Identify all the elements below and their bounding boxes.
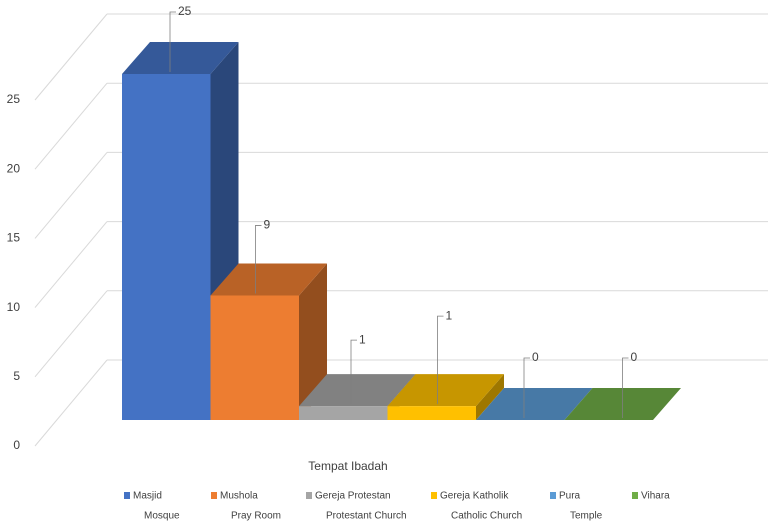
leader-line [255, 225, 262, 294]
leader-line [622, 357, 629, 418]
leader-line [437, 315, 444, 405]
grid-line-side [34, 152, 108, 239]
bar-top [122, 42, 239, 74]
legend-label: Gereja Protestan [315, 491, 391, 502]
y-tick-label: 20 [7, 161, 21, 175]
grid-line-side [34, 13, 108, 101]
bar-front [299, 406, 388, 420]
data-label: 0 [532, 350, 539, 364]
x-axis-title: Tempat Ibadah [308, 459, 387, 473]
y-tick-label: 25 [7, 92, 21, 106]
leader-line [523, 357, 530, 418]
legend-label: Vihara [641, 491, 670, 502]
bar-top [210, 263, 327, 296]
data-label: 1 [359, 332, 366, 346]
y-tick-label: 0 [13, 438, 20, 452]
legend-swatch [306, 492, 312, 499]
legend-swatch [124, 492, 130, 499]
legend-swatch [211, 492, 217, 499]
bar-front [387, 406, 476, 420]
bar-top [299, 374, 416, 407]
leader-line [169, 11, 176, 72]
bar [210, 263, 327, 420]
data-label: 0 [631, 350, 638, 364]
grid-line-side [34, 359, 108, 447]
legend-label: Mushola [220, 491, 258, 502]
grid-line-side [34, 221, 108, 308]
y-tick-label: 15 [7, 231, 21, 245]
grid-line-side [34, 290, 108, 378]
y-tick-label: 5 [13, 369, 20, 383]
bar-top [476, 388, 593, 420]
bar-front [210, 295, 299, 420]
bar-front [122, 74, 211, 420]
bar [122, 42, 239, 420]
legend-label: Pura [559, 491, 581, 502]
grid-line-side [34, 82, 108, 170]
bar-top [387, 374, 504, 407]
data-label: 1 [446, 308, 453, 322]
legend-label-en: Catholic Church [451, 511, 522, 522]
legend-label: Masjid [133, 491, 162, 502]
legend-swatch [632, 492, 638, 499]
legend-swatch [550, 492, 556, 499]
data-label: 9 [264, 218, 271, 232]
legend-label-en: Protestant Church [326, 511, 407, 522]
legend-swatch [431, 492, 437, 499]
bar [387, 374, 504, 420]
bar-side [476, 374, 504, 420]
legend-label-en: Pray Room [231, 511, 281, 522]
y-tick-label: 10 [7, 300, 21, 314]
legend-label-en: Temple [570, 511, 603, 522]
leader-line [350, 339, 357, 405]
legend-label: Gereja Katholik [440, 491, 509, 502]
bar [476, 388, 593, 420]
bar-side [299, 263, 327, 420]
legend-label-en: Mosque [144, 511, 180, 522]
data-label: 25 [178, 4, 192, 18]
